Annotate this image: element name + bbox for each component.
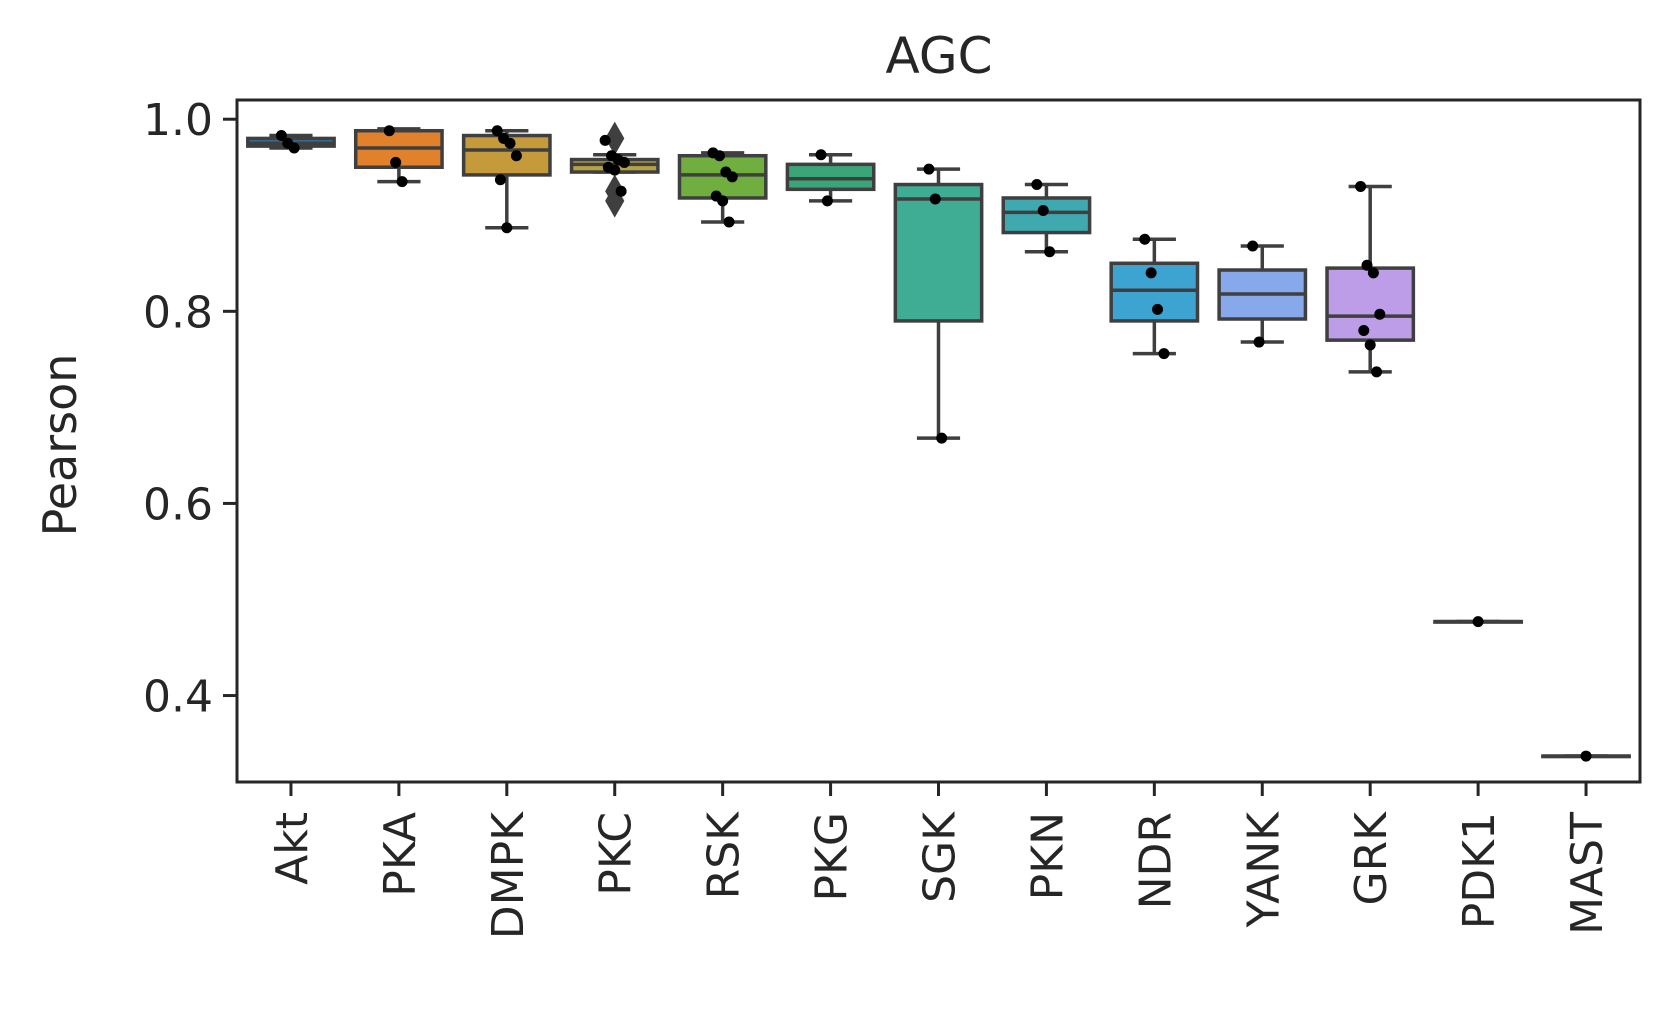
box-grk	[1325, 266, 1416, 342]
box-group-dmpk	[461, 125, 552, 234]
x-tick-label-pkc: PKC	[591, 812, 642, 896]
data-point	[713, 150, 725, 162]
data-point	[821, 195, 833, 207]
outlier-marker	[605, 121, 625, 156]
data-point	[726, 171, 738, 183]
y-tick-label: 0.6	[143, 479, 213, 530]
data-point	[510, 150, 522, 162]
x-tick-label-pdk1: PDK1	[1454, 812, 1505, 929]
x-tick-label-yank: YANK	[1238, 811, 1289, 928]
data-point	[717, 195, 729, 207]
box-sgk	[893, 182, 984, 323]
x-tick-label-ndr: NDR	[1130, 812, 1181, 909]
x-tick-label-pka: PKA	[375, 812, 426, 897]
data-point	[929, 193, 941, 205]
y-tick-label: 1.0	[143, 95, 213, 146]
box-group-akt	[246, 130, 336, 154]
data-point	[1247, 240, 1259, 252]
data-point	[1371, 366, 1383, 378]
data-point	[383, 125, 395, 137]
data-point	[936, 432, 948, 444]
data-point	[1253, 336, 1265, 348]
data-point	[504, 137, 516, 149]
box-pkn	[1001, 196, 1092, 235]
x-axis: Akt PKA DMPK PKC RSK PKG SGK PKN NDR YANK GRK PDK1 M…	[267, 782, 1613, 939]
data-point	[815, 149, 827, 161]
box-group-pkc	[569, 121, 660, 218]
y-tick-label: 0.4	[143, 672, 213, 723]
box-rsk	[677, 153, 768, 200]
x-tick-label-rsk: RSK	[699, 811, 750, 900]
data-point	[1472, 616, 1484, 628]
data-point	[396, 176, 408, 188]
data-point	[615, 185, 627, 197]
box-pkg	[785, 162, 876, 192]
x-tick-label-pkn: PKN	[1022, 812, 1073, 900]
box-group-sgk	[893, 163, 984, 444]
data-point	[923, 163, 935, 175]
box-group-grk	[1325, 180, 1416, 378]
data-point	[1139, 233, 1151, 245]
data-point	[723, 216, 735, 228]
box-group-pdk1	[1433, 616, 1524, 628]
box-group-pkg	[785, 149, 876, 207]
data-point	[1158, 348, 1170, 360]
data-point	[494, 174, 506, 186]
x-tick-label-sgk: SGK	[915, 811, 966, 903]
box-group-yank	[1217, 240, 1308, 348]
data-point	[599, 134, 611, 146]
data-point	[609, 164, 621, 176]
data-point	[1358, 325, 1370, 337]
data-point	[1580, 750, 1592, 762]
data-point	[1364, 339, 1376, 351]
chart-title: AGC	[886, 27, 993, 85]
x-tick-label-grk: GRK	[1346, 811, 1397, 906]
box-group-ndr	[1109, 233, 1200, 360]
data-point	[1037, 204, 1049, 216]
data-point	[501, 222, 513, 234]
plot-area	[246, 121, 1631, 762]
box-group-rsk	[677, 147, 768, 228]
x-tick-label-pkg: PKG	[807, 812, 858, 901]
x-tick-label-akt: Akt	[267, 812, 318, 885]
data-point	[275, 130, 287, 142]
x-tick-label-dmpk: DMPK	[483, 811, 534, 939]
data-point	[1145, 267, 1157, 279]
data-point	[1374, 308, 1386, 320]
data-point	[618, 156, 630, 168]
outlier-marker	[605, 184, 625, 218]
y-axis-title: Pearson	[33, 354, 87, 537]
box-group-pka	[353, 125, 444, 188]
data-point	[1367, 267, 1379, 279]
data-point	[1355, 180, 1367, 192]
data-point	[390, 156, 402, 168]
data-point	[1152, 303, 1164, 315]
data-point	[491, 125, 503, 137]
y-axis: 0.4 0.6 0.8 1.0	[143, 95, 237, 723]
data-point	[1031, 179, 1043, 191]
box-group-mast	[1541, 750, 1631, 762]
data-point	[1361, 259, 1373, 271]
y-tick-label: 0.8	[143, 287, 213, 338]
data-point	[288, 142, 300, 154]
x-tick-label-mast: MAST	[1562, 812, 1613, 935]
box-group-pkn	[1001, 179, 1092, 258]
data-point	[1044, 246, 1056, 258]
